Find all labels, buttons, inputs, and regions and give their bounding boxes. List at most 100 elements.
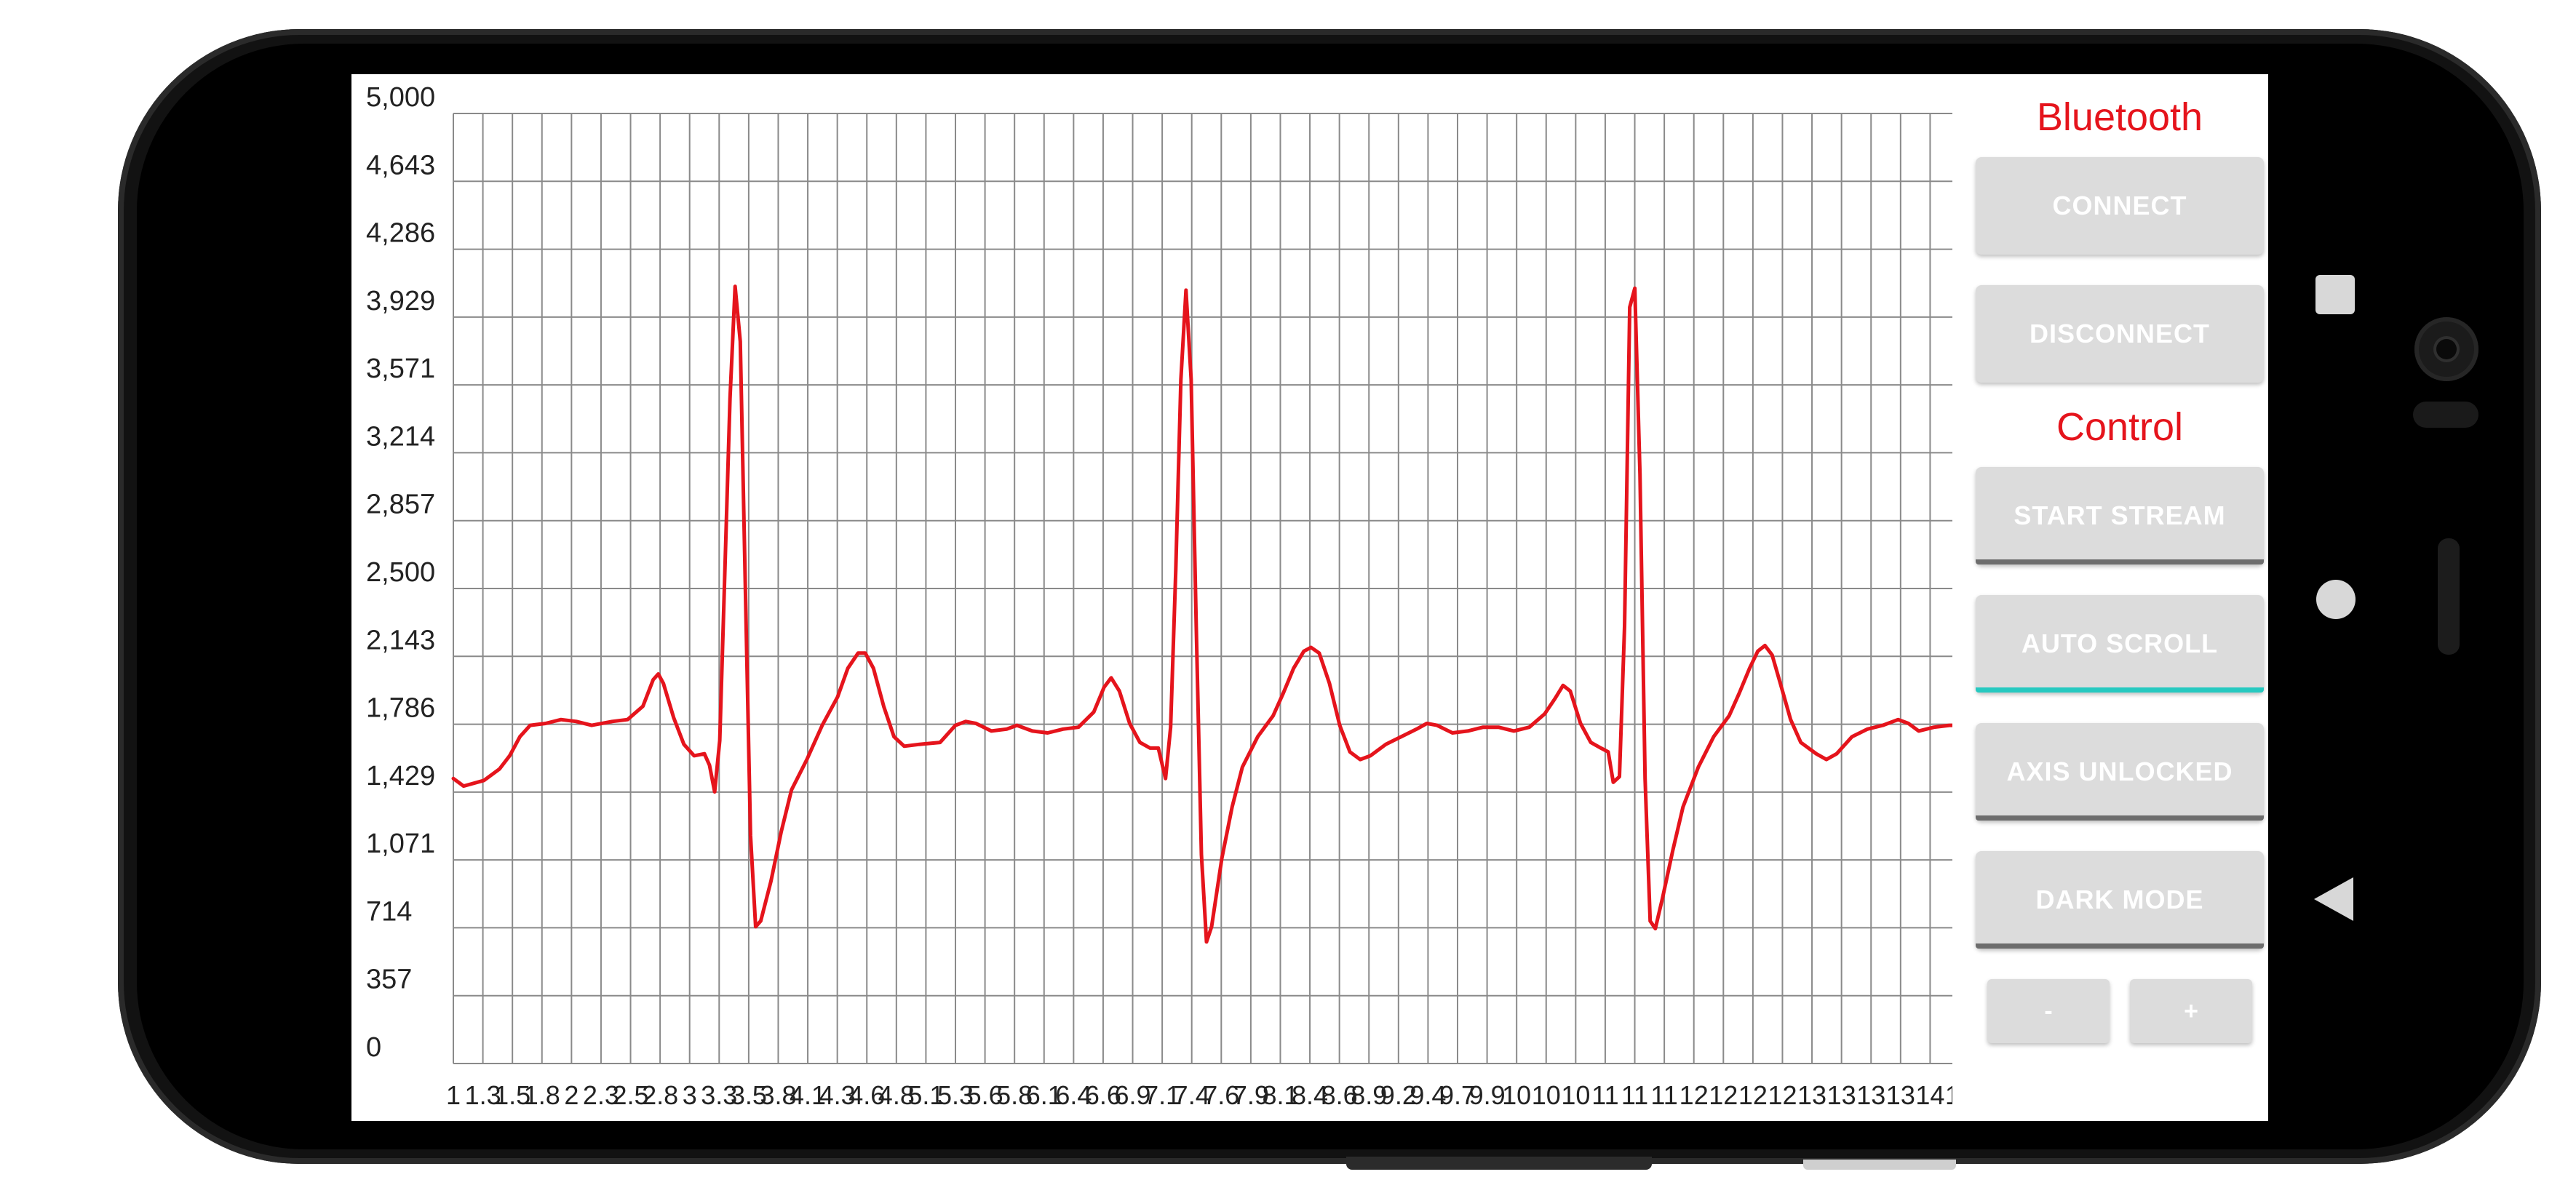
- x-tick-label: 4.3: [819, 1080, 856, 1110]
- ecg-chart[interactable]: 0 357 714 1,071 1,429 1,786 2,143 2,500 2,857 3,2…: [351, 74, 1952, 1121]
- x-tick-label: 1.5: [494, 1080, 530, 1110]
- x-tick-label: 10: [1532, 1080, 1561, 1110]
- y-tick-label: 1,429: [366, 761, 435, 791]
- x-tick-label: 10: [1502, 1080, 1531, 1110]
- x-tick-label: 3.3: [701, 1080, 737, 1110]
- control-heading: Control: [2056, 405, 2184, 449]
- x-tick-label: 13: [1797, 1080, 1826, 1110]
- x-tick-label: 4.1: [790, 1080, 826, 1110]
- zoom-minus-button[interactable]: -: [1987, 979, 2110, 1043]
- x-tick-label: 9.7: [1439, 1080, 1476, 1110]
- axis-unlocked-toggle[interactable]: AXIS UNLOCKED: [1976, 723, 2264, 821]
- start-stream-label: START STREAM: [2014, 500, 2226, 530]
- ecg-series-line: [451, 284, 1952, 944]
- y-axis-ticks: 0 357 714 1,071 1,429 1,786 2,143 2,500 2,857 3,2…: [366, 82, 435, 1063]
- x-tick-label: 13: [1827, 1080, 1856, 1110]
- x-tick-label: 13: [1886, 1080, 1915, 1110]
- y-tick-label: 2,143: [366, 625, 435, 655]
- x-tick-label: 11: [1621, 1080, 1648, 1110]
- x-tick-label: 2: [564, 1080, 579, 1110]
- x-tick-label: 9.2: [1380, 1080, 1417, 1110]
- x-tick-label: 14: [1945, 1080, 1952, 1110]
- x-tick-label: 10: [1561, 1080, 1590, 1110]
- phone-button-bottom: [1346, 1157, 1652, 1170]
- zoom-plus-button[interactable]: +: [2130, 979, 2252, 1043]
- y-tick-label: 714: [366, 896, 412, 927]
- dark-mode-indicator: [1976, 943, 2264, 949]
- x-tick-label: 6.4: [1055, 1080, 1092, 1110]
- disconnect-button[interactable]: DISCONNECT: [1976, 285, 2264, 383]
- y-tick-label: 3,214: [366, 421, 435, 452]
- x-axis-ticks: 1 1.31.51.8 2 2.32.52.8 3 3.33.53.84.14.34.64…: [446, 1080, 1952, 1110]
- start-stream-toggle[interactable]: START STREAM: [1976, 467, 2264, 564]
- x-tick-label: 12: [1768, 1080, 1797, 1110]
- x-tick-label: 4.8: [878, 1080, 915, 1110]
- x-tick-label: 4.6: [848, 1080, 885, 1110]
- x-tick-label: 9.9: [1469, 1080, 1506, 1110]
- x-tick-label: 3.8: [760, 1080, 796, 1110]
- bluetooth-heading: Bluetooth: [2036, 95, 2203, 139]
- x-tick-label: 6.6: [1085, 1080, 1121, 1110]
- phone-button-bottom-secondary: [1803, 1160, 1956, 1170]
- recents-square-icon[interactable]: [2314, 274, 2358, 317]
- x-tick-label: 1: [446, 1080, 461, 1110]
- x-tick-label: 11: [1591, 1080, 1618, 1110]
- x-tick-label: 7.1: [1144, 1080, 1180, 1110]
- camera-lens: [2436, 339, 2457, 359]
- x-tick-label: 2.3: [583, 1080, 619, 1110]
- x-tick-label: 3: [683, 1080, 697, 1110]
- x-tick-label: 1.8: [524, 1080, 560, 1110]
- x-tick-label: 5.6: [967, 1080, 1003, 1110]
- x-tick-label: 7.6: [1203, 1080, 1239, 1110]
- y-tick-label: 2,857: [366, 490, 435, 520]
- x-tick-label: 6.1: [1026, 1080, 1062, 1110]
- home-circle-icon[interactable]: [2314, 578, 2358, 621]
- side-key: [2438, 538, 2460, 655]
- front-camera: [2414, 317, 2478, 381]
- x-tick-label: 3.5: [731, 1080, 767, 1110]
- x-tick-label: 5.1: [907, 1080, 944, 1110]
- x-tick-label: 14: [1915, 1080, 1944, 1110]
- axis-unlocked-label: AXIS UNLOCKED: [2006, 757, 2233, 786]
- dark-mode-label: DARK MODE: [2035, 885, 2204, 914]
- x-tick-label: 8.1: [1262, 1080, 1298, 1110]
- y-tick-label: 2,500: [366, 557, 435, 588]
- y-tick-label: 5,000: [366, 82, 435, 113]
- proximity-sensor: [2413, 402, 2478, 428]
- y-tick-label: 4,643: [366, 150, 435, 180]
- auto-scroll-toggle[interactable]: AUTO SCROLL: [1976, 595, 2264, 693]
- x-tick-label: 8.6: [1321, 1080, 1358, 1110]
- x-tick-label: 9.4: [1410, 1080, 1446, 1110]
- y-tick-label: 3,929: [366, 286, 435, 316]
- x-tick-label: 2.5: [613, 1080, 649, 1110]
- y-tick-label: 357: [366, 965, 412, 995]
- y-tick-label: 1,071: [366, 829, 435, 859]
- x-tick-label: 2.8: [642, 1080, 678, 1110]
- y-tick-label: 0: [366, 1032, 381, 1063]
- x-tick-label: 1.3: [465, 1080, 501, 1110]
- x-tick-label: 7.4: [1174, 1080, 1210, 1110]
- x-tick-label: 12: [1738, 1080, 1768, 1110]
- x-tick-label: 11: [1650, 1080, 1677, 1110]
- x-tick-label: 12: [1679, 1080, 1709, 1110]
- x-tick-label: 6.9: [1115, 1080, 1151, 1110]
- auto-scroll-indicator: [1976, 687, 2264, 693]
- x-tick-label: 12: [1709, 1080, 1738, 1110]
- x-tick-label: 8.9: [1351, 1080, 1387, 1110]
- y-tick-label: 3,571: [366, 354, 435, 384]
- x-tick-label: 13: [1856, 1080, 1885, 1110]
- x-tick-label: 5.3: [937, 1080, 974, 1110]
- x-tick-label: 7.9: [1233, 1080, 1269, 1110]
- chart-grid: [453, 113, 1952, 1064]
- dark-mode-toggle[interactable]: DARK MODE: [1976, 851, 2264, 949]
- app-screen: 0 357 714 1,071 1,429 1,786 2,143 2,500 2,857 3,2…: [351, 74, 2268, 1121]
- back-triangle-icon[interactable]: [2311, 876, 2358, 924]
- start-stream-indicator: [1976, 559, 2264, 564]
- connect-button[interactable]: CONNECT: [1976, 157, 2264, 255]
- x-tick-label: 5.8: [996, 1080, 1033, 1110]
- y-tick-label: 1,786: [366, 693, 435, 724]
- auto-scroll-label: AUTO SCROLL: [2021, 629, 2219, 658]
- y-tick-label: 4,286: [366, 218, 435, 249]
- axis-unlocked-indicator: [1976, 815, 2264, 821]
- x-tick-label: 8.4: [1292, 1080, 1328, 1110]
